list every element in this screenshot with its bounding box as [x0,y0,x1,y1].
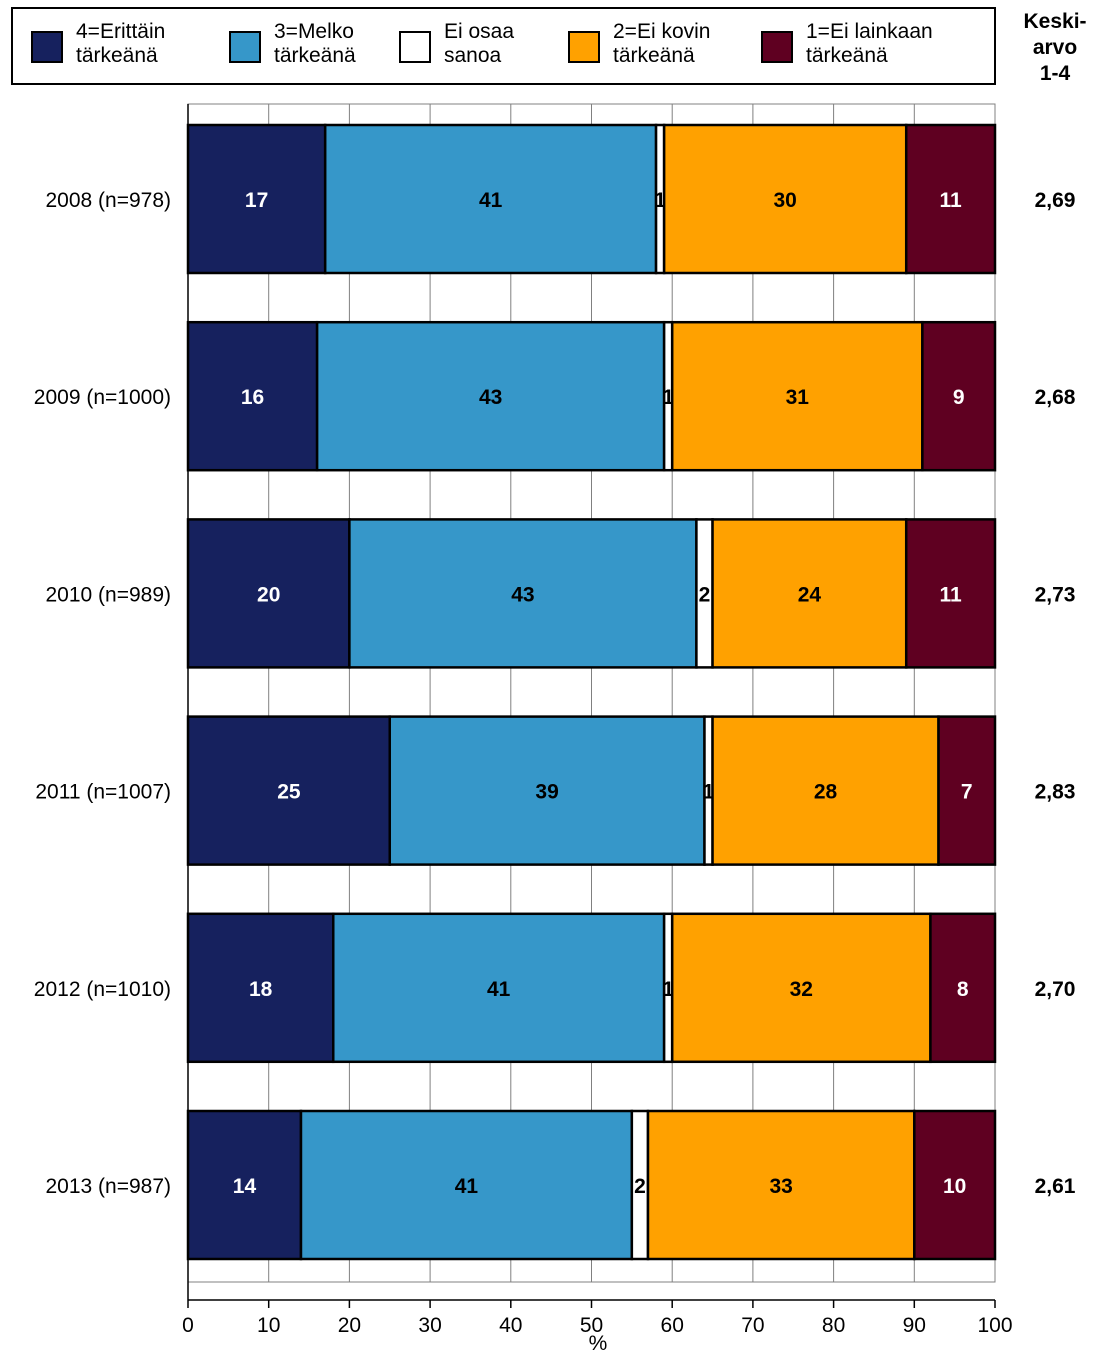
legend-entry: 4=Erittäin tärkeänä [76,20,165,67]
bar-segment [913,1109,997,1261]
bar-segment [186,320,319,472]
x-tick-label: 80 [822,1314,845,1337]
bar-segment [937,715,997,866]
data-label: 10 [943,1175,966,1198]
mean-value: 2,69 [1035,189,1076,212]
legend-entry: 2=Ei kovin tärkeänä [613,20,710,67]
x-tick-label: 30 [418,1314,441,1337]
data-label: 28 [814,781,838,804]
data-label: 43 [511,583,534,606]
legend-swatch [568,31,600,63]
data-label: 33 [769,1175,792,1198]
bar-segment [904,518,997,669]
category-label: 2012 (n=1010) [34,978,171,1001]
mean-value: 2,83 [1035,781,1076,804]
x-axis-label: % [589,1332,608,1355]
bar-segment [711,518,908,669]
data-label: 31 [786,386,810,409]
data-label: 14 [233,1175,257,1198]
legend-entry: 3=Melko tärkeänä [274,20,356,67]
mean-column-header: Keski-arvo 1-4 [1023,10,1086,85]
data-label: 39 [535,781,558,804]
bar-segment [670,912,932,1064]
data-label: 41 [455,1175,479,1198]
legend-entry: 1=Ei lainkaan tärkeänä [806,20,933,67]
data-label: 25 [277,781,301,804]
x-tick-label: 0 [182,1314,194,1337]
bar-segment [929,912,997,1064]
bar-segment [186,1109,303,1261]
category-label: 2013 (n=987) [45,1175,171,1198]
legend-entry: Ei osaa sanoa [444,20,514,67]
bar-segment [921,320,997,472]
data-label: 30 [774,189,797,212]
mean-value: 2,61 [1035,1175,1076,1198]
data-label: 41 [479,189,503,212]
bar-segment [662,123,908,275]
category-label: 2011 (n=1007) [35,781,171,804]
legend: 4=Erittäin tärkeänä 3=Melko tärkeänä Ei osaa… [31,20,933,67]
category-label: 2008 (n=978) [45,189,171,212]
legend-swatch [31,31,63,63]
category-label: 2010 (n=989) [45,583,171,606]
legend-swatch [399,31,431,63]
data-label: 17 [245,189,268,212]
bar-segment [186,912,335,1064]
data-label: 9 [953,386,965,409]
category-label: 2009 (n=1000) [34,386,171,409]
bar-segment [186,123,327,275]
data-label: 11 [940,189,963,212]
data-label: 24 [798,583,822,606]
legend-swatch [229,31,261,63]
gridlines [268,104,915,1282]
data-label: 8 [957,978,969,1001]
bar-segment [332,912,666,1064]
bar-segment [348,518,698,669]
data-label: 43 [479,386,502,409]
category-labels: 2008 (n=978) 2009 (n=1000) 2010 (n=989) 201… [34,189,171,1198]
x-tick-label: 10 [257,1314,280,1337]
bar-segment [186,715,391,866]
x-axis: 0 10 20 30 40 50 60 70 80 90 100 [182,104,1013,1337]
mean-values: 2,69 2,68 2,73 2,83 2,70 2,61 [1035,189,1076,1198]
bar-segment [711,715,940,866]
data-label: 2 [699,583,711,606]
x-tick-label: 60 [661,1314,684,1337]
x-tick-label: 50 [580,1314,603,1337]
x-tick-label: 20 [338,1314,361,1337]
x-tick-label: 40 [499,1314,522,1337]
bar-segment [315,320,666,472]
legend-box [11,7,996,85]
bar-segment [904,123,997,275]
bar-segment [646,1109,916,1261]
x-tick-label: 70 [741,1314,764,1337]
data-label: 16 [241,386,264,409]
mean-value: 2,70 [1035,978,1076,1001]
mean-value: 2,68 [1035,386,1076,409]
x-tick-label: 100 [977,1314,1012,1337]
data-label: 41 [487,978,511,1001]
data-label: 7 [961,781,973,804]
legend-swatch [761,31,793,63]
mean-header-text: Keski-arvo 1-4 [1023,10,1086,85]
data-label: 2 [634,1175,646,1198]
data-label: 18 [249,978,273,1001]
data-label: 20 [257,583,280,606]
bar-segment [670,320,924,472]
bar-segment [323,123,658,275]
x-tick-label: 90 [903,1314,926,1337]
data-label: 11 [940,583,963,606]
data-label: 32 [790,978,813,1001]
mean-value: 2,73 [1035,583,1076,606]
